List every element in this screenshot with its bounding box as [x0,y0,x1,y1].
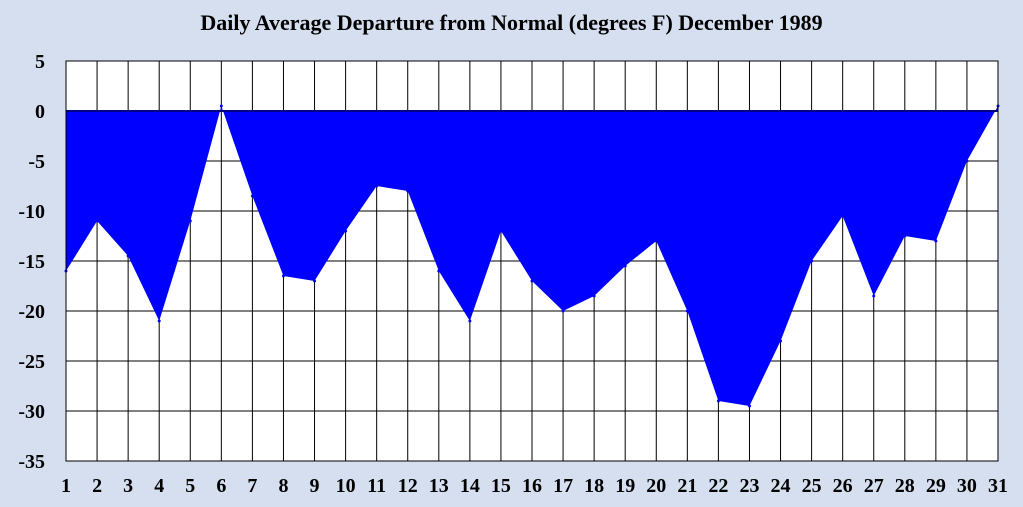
data-point [779,339,783,343]
x-tick-label: 29 [926,475,946,497]
x-tick-label: 30 [957,475,977,497]
data-point [965,159,969,163]
x-tick-label: 5 [185,475,195,497]
x-tick-label: 28 [895,475,915,497]
data-point [623,264,627,268]
data-point [592,294,596,298]
x-tick-label: 25 [802,475,822,497]
x-tick-label: 26 [833,475,853,497]
y-tick-label: 5 [35,51,45,73]
x-tick-label: 4 [154,475,164,497]
x-tick-label: 12 [398,475,418,497]
y-tick-label: -25 [18,351,45,373]
x-tick-label: 2 [92,475,102,497]
x-tick-label: 14 [460,475,480,497]
data-point [157,319,161,323]
x-tick-label: 3 [123,475,133,497]
data-point [188,219,192,223]
x-tick-label: 15 [491,475,511,497]
x-tick-label: 17 [553,475,573,497]
x-tick-label: 16 [522,475,542,497]
data-point [685,309,689,313]
x-tick-label: 18 [584,475,604,497]
data-point [437,269,441,273]
y-tick-label: -10 [18,201,45,223]
x-tick-label: 13 [429,475,449,497]
data-point [95,219,99,223]
series-area [66,106,998,406]
y-tick-label: -35 [18,451,45,473]
data-point [499,229,503,233]
x-tick-label: 6 [216,475,226,497]
data-point [281,274,285,278]
x-tick-label: 8 [278,475,288,497]
x-tick-label: 24 [771,475,791,497]
plot-border [65,60,999,462]
x-tick-label: 23 [739,475,759,497]
x-tick-label: 20 [646,475,666,497]
data-point [219,104,223,108]
x-tick-label: 11 [367,475,386,497]
x-tick-label: 9 [310,475,320,497]
y-tick-label: -20 [18,301,45,323]
x-tick-label: 21 [677,475,697,497]
data-point [654,239,658,243]
data-point [716,399,720,403]
data-point [747,404,751,408]
x-tick-label: 31 [988,475,1008,497]
data-point [561,309,565,313]
data-point [375,184,379,188]
data-point [530,279,534,283]
x-tick-label: 22 [708,475,728,497]
x-tick-label: 27 [864,475,884,497]
x-tick-label: 19 [615,475,635,497]
data-point [313,279,317,283]
data-point [872,294,876,298]
y-tick-label: 0 [35,101,45,123]
data-point [406,189,410,193]
chart-title: Daily Average Departure from Normal (deg… [200,10,823,35]
y-tick-label: -30 [18,401,45,423]
data-point [344,229,348,233]
x-tick-label: 10 [336,475,356,497]
data-point [934,239,938,243]
data-point [250,194,254,198]
x-tick-label: 7 [247,475,257,497]
y-tick-label: -5 [28,151,45,173]
data-point [903,234,907,238]
data-point [841,214,845,218]
x-tick-label: 1 [61,475,71,497]
data-point [126,254,130,258]
y-tick-label: -15 [18,251,45,273]
data-point [810,259,814,263]
data-point [468,319,472,323]
